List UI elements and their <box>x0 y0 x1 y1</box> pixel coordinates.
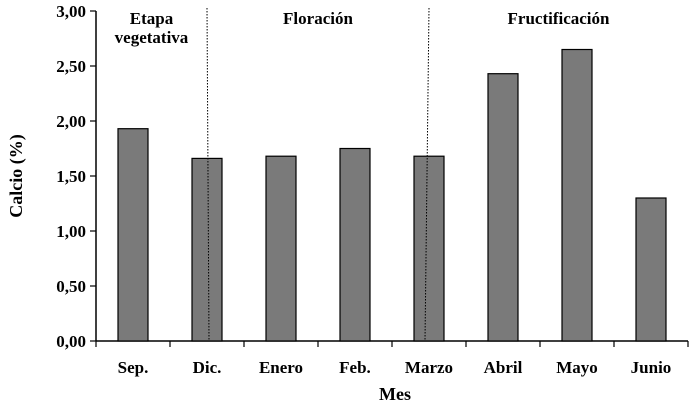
phase-label: Etapa <box>130 9 174 28</box>
x-tick-label: Dic. <box>193 358 222 377</box>
phase-dividers <box>206 7 430 342</box>
x-tick-label: Sep. <box>118 358 149 377</box>
bar-dic <box>191 157 223 342</box>
bar-mayo <box>561 48 593 342</box>
bar-abril <box>487 73 519 342</box>
x-tick-label: Enero <box>259 358 303 377</box>
y-axis: 0,00 0,50 1,00 1,50 2,00 2,50 3,00 <box>56 2 97 351</box>
x-axis-title: Mes <box>379 384 411 404</box>
y-axis-title: Calcio (%) <box>6 134 27 217</box>
y-tick-label: 2,50 <box>56 57 86 76</box>
bar-enero <box>265 155 297 342</box>
x-tick-label: Marzo <box>405 358 453 377</box>
bars <box>117 48 667 342</box>
x-tick-label: Feb. <box>339 358 371 377</box>
y-tick-label: 2,00 <box>56 112 86 131</box>
y-tick-label: 1,50 <box>56 167 86 186</box>
bar-marzo <box>413 155 445 342</box>
x-tick-label: Junio <box>631 358 672 377</box>
bar-sep <box>117 128 149 342</box>
bar-junio <box>635 197 667 342</box>
phase-label: Floración <box>283 9 353 28</box>
x-axis: Sep. Dic. Enero Feb. Marzo Abril Mayo Junio <box>95 340 689 377</box>
phase-label: Fructificación <box>508 9 611 28</box>
phase-label: vegetativa <box>115 28 189 47</box>
bar-feb <box>339 147 371 342</box>
y-tick-label: 0,00 <box>56 332 86 351</box>
x-tick-label: Abril <box>484 358 523 377</box>
y-tick-label: 1,00 <box>56 222 86 241</box>
y-tick-label: 3,00 <box>56 2 86 21</box>
x-tick-label: Mayo <box>556 358 598 377</box>
y-tick-label: 0,50 <box>56 277 86 296</box>
